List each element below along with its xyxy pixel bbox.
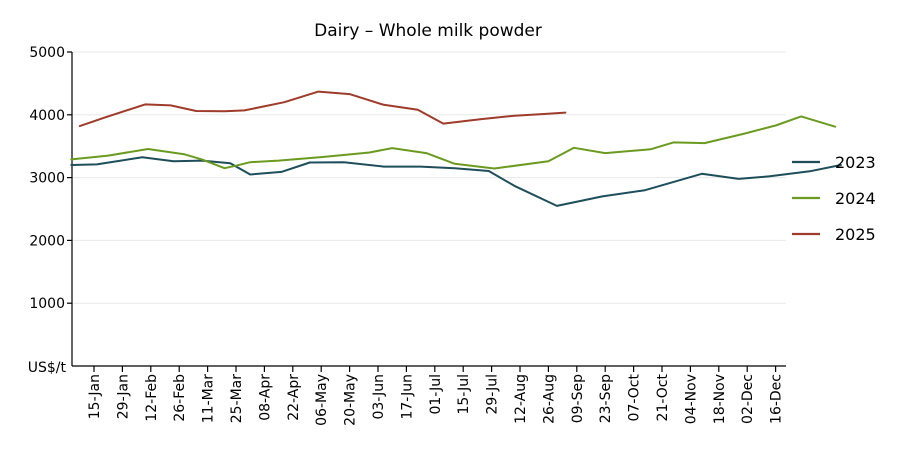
x-tick-label: 04-Nov [683,374,699,424]
x-tick-label: 01-Jul [428,374,444,415]
x-tick-label: 03-Jun [371,374,387,420]
x-tick-label: 09-Sep [570,374,586,423]
legend-label-2024: 2024 [835,189,876,208]
x-tick-label: 26-Aug [541,374,557,424]
chart-title: Dairy – Whole milk powder [314,21,542,41]
x-tick-label: 17-Jun [399,374,415,420]
x-tick-label: 12-Feb [144,374,160,422]
series-line-2024 [70,115,837,170]
gridlines [72,51,786,304]
x-tick-label: 11-Mar [201,374,217,424]
legend: 2023 2024 2025 [792,153,876,244]
legend-label-2023: 2023 [835,153,876,172]
series-line-2023 [70,156,842,207]
x-tick-label: 22-Apr [286,374,302,421]
x-tick-label: 06-May [314,374,330,426]
x-tick-label: 16-Dec [769,374,785,424]
x-tick-label: 18-Nov [712,374,728,424]
x-tick-label: 15-Jul [456,374,472,415]
y-tick-label: 5000 [29,45,65,61]
y-tick-label: 4000 [29,108,65,124]
x-tick-label: 23-Sep [598,374,614,423]
axes: 1000 2000 3000 4000 5000 15-Jan 29-Jan 12-Feb 26… [29,45,786,426]
x-tick-label: 12-Aug [513,374,529,424]
x-tick-label: 15-Jan [87,374,103,419]
y-axis-unit-label: US$/t [28,360,67,376]
x-tick-label: 29-Jul [485,374,501,415]
x-tick-label: 20-May [343,374,359,426]
x-tick-label: 21-Oct [655,373,671,421]
y-tick-label: 1000 [29,296,65,312]
series-lines [70,90,842,207]
y-tick-label: 3000 [29,171,65,187]
series-line-2025 [78,90,567,128]
x-tick-label: 25-Mar [229,374,245,424]
legend-label-2025: 2025 [835,225,876,244]
x-tick-label: 26-Feb [172,374,188,422]
x-tick-label: 02-Dec [740,374,756,424]
y-tick-label: 2000 [29,233,65,249]
x-tick-label: 08-Apr [257,374,273,421]
x-tick-label: 07-Oct [627,373,643,421]
x-tick-label: 29-Jan [115,374,131,419]
